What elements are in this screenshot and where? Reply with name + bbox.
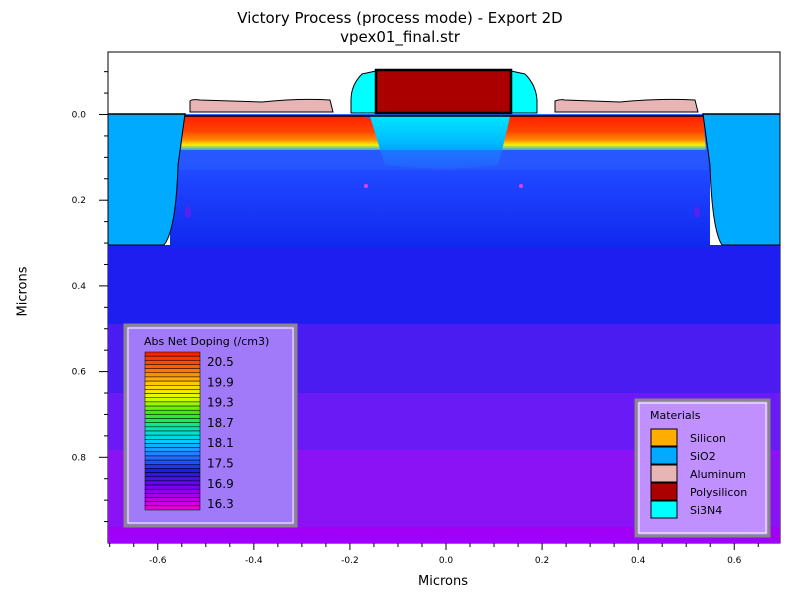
colorbar-swatch — [144, 360, 201, 365]
field-oxide-left — [107, 113, 186, 246]
material-label: Polysilicon — [690, 486, 747, 499]
x-tick-label: 0.6 — [727, 556, 742, 566]
chart-title: Victory Process (process mode) - Export … — [237, 9, 563, 27]
colorbar-swatch — [144, 430, 201, 436]
spacer-left — [350, 70, 377, 114]
x-tick-label: 0.4 — [631, 556, 646, 566]
colorbar-swatch — [144, 434, 201, 440]
colorbar-swatch — [144, 505, 201, 511]
materials-legend-inner-border — [638, 402, 767, 534]
aluminum-contact-right — [554, 98, 699, 113]
doping-colorbar-labels: 20.5 19.9 19.3 18.7 18.1 17.5 16.9 16.3 — [207, 355, 234, 511]
y-tick-label: 0.8 — [72, 453, 87, 463]
colorbar-swatch — [144, 397, 201, 403]
colorbar-label: 16.3 — [207, 497, 234, 511]
colorbar-swatch — [144, 368, 201, 374]
colorbar-swatch — [144, 459, 201, 465]
doping-legend: Abs Net Doping (/cm3) 20.5 19.9 19.3 18.7 18… — [123, 323, 298, 528]
colorbar-label: 17.5 — [207, 457, 234, 471]
colorbar-swatch — [144, 414, 201, 419]
material-swatch — [650, 428, 678, 447]
material-label: Silicon — [690, 432, 726, 445]
y-tick-label: 0.0 — [72, 111, 87, 121]
doping-band — [108, 527, 780, 543]
colorbar-swatch — [144, 364, 201, 369]
colorbar-swatch — [144, 426, 201, 432]
colorbar-swatch — [144, 351, 201, 357]
doping-spot — [519, 184, 523, 188]
x-axis-label: Microns — [417, 574, 468, 589]
doping-colorbar — [144, 351, 201, 511]
materials-legend: Materials Silicon SiO2 Aluminum Polysilicon… — [634, 398, 771, 538]
colorbar-swatch — [144, 418, 201, 423]
material-label: SiO2 — [690, 450, 716, 463]
y-tick-label: 0.6 — [72, 368, 87, 378]
colorbar-swatch — [144, 484, 201, 490]
colorbar-label: 18.1 — [207, 436, 234, 450]
material-swatch — [650, 464, 678, 483]
doping-spot — [364, 184, 368, 188]
colorbar-swatch — [144, 476, 201, 482]
colorbar-swatch — [144, 472, 201, 477]
colorbar-swatch — [144, 468, 201, 473]
materials-list: Silicon SiO2 Aluminum Polysilicon Si3N4 — [650, 428, 747, 519]
colorbar-swatch — [144, 497, 201, 502]
colorbar-label: 19.9 — [207, 375, 234, 389]
y-tick-label: 0.4 — [72, 282, 87, 292]
colorbar-swatch — [144, 443, 201, 448]
colorbar-swatch — [144, 422, 201, 428]
colorbar-swatch — [144, 451, 201, 457]
colorbar-swatch — [144, 488, 201, 494]
x-tick-label: 0.2 — [535, 556, 549, 566]
x-tick-label: -0.4 — [245, 556, 263, 566]
polysilicon-gate — [374, 68, 513, 115]
colorbar-swatch — [144, 409, 201, 415]
colorbar-swatch — [144, 376, 201, 382]
colorbar-label: 18.7 — [207, 416, 234, 430]
axis-ticks: -0.6 -0.4 -0.2 0.0 0.2 0.4 0.6 0.0 0.2 0.4 0.6 0.8 — [72, 71, 759, 566]
colorbar-swatch — [144, 389, 201, 394]
doping-legend-title: Abs Net Doping (/cm3) — [144, 335, 269, 348]
material-swatch — [650, 482, 678, 501]
colorbar-swatch — [144, 405, 201, 411]
colorbar-swatch — [144, 480, 201, 486]
colorbar-swatch — [144, 464, 201, 469]
y-tick-label: 0.2 — [72, 196, 86, 206]
doping-spot — [185, 206, 191, 218]
doping-band — [108, 245, 780, 325]
colorbar-swatch — [144, 380, 201, 386]
material-swatch — [650, 500, 678, 519]
material-label: Aluminum — [690, 468, 746, 481]
colorbar-swatch — [144, 439, 201, 444]
silicon-surface-line — [108, 113, 780, 117]
drain-doping-region — [490, 116, 706, 150]
materials-legend-title: Materials — [650, 409, 701, 422]
colorbar-swatch — [144, 493, 201, 498]
colorbar-swatch — [144, 447, 201, 453]
field-oxide-right — [702, 113, 781, 246]
aluminum-contact-left — [189, 98, 334, 113]
x-tick-label: 0.0 — [439, 556, 454, 566]
colorbar-label: 16.9 — [207, 477, 234, 491]
spacer-right — [510, 70, 538, 114]
colorbar-swatch — [144, 385, 201, 390]
colorbar-swatch — [144, 455, 201, 461]
material-swatch — [650, 446, 678, 465]
material-label: Si3N4 — [690, 504, 722, 517]
x-tick-label: -0.2 — [341, 556, 359, 566]
junction-region — [178, 150, 708, 170]
colorbar-label: 20.5 — [207, 355, 234, 369]
colorbar-swatch — [144, 501, 201, 507]
colorbar-swatch — [144, 372, 201, 378]
colorbar-swatch — [144, 355, 201, 361]
colorbar-swatch — [144, 401, 201, 407]
chart-subtitle: vpex01_final.str — [340, 28, 460, 46]
colorbar-label: 19.3 — [207, 396, 234, 410]
x-tick-label: -0.6 — [149, 556, 167, 566]
doping-spot — [694, 206, 700, 218]
source-doping-region — [181, 116, 392, 150]
doping-legend-inner-border — [127, 327, 294, 524]
colorbar-swatch — [144, 393, 201, 398]
